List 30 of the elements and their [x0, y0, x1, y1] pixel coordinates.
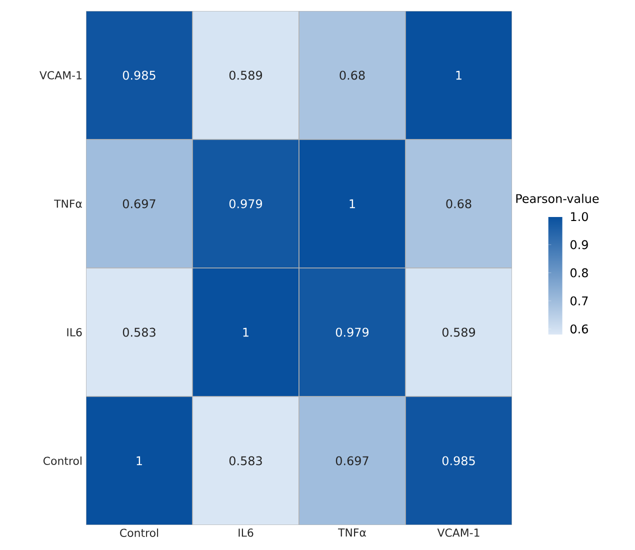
color-bar-label: 0.9	[570, 240, 588, 250]
data-label: 0.583	[229, 456, 262, 466]
data-label: 1	[350, 199, 355, 208]
data-label: 0.697	[122, 199, 156, 208]
x-tick-label: Control	[120, 528, 158, 537]
data-label: 0.68	[446, 199, 472, 208]
y-tick-label: TNFα	[54, 200, 82, 208]
data-label: 0.985	[122, 70, 156, 80]
data-label: 0.979	[336, 328, 369, 337]
y-tick-label: Control	[43, 456, 82, 465]
data-label: 1	[136, 456, 142, 466]
y-tick-label: VCAM-1	[40, 71, 82, 80]
data-label: 1	[456, 70, 462, 80]
data-label: 1	[243, 328, 248, 337]
data-label: 0.68	[340, 70, 365, 80]
data-label: 0.979	[229, 199, 262, 208]
color-bar-label: 0.8	[570, 268, 588, 278]
data-label: 0.583	[122, 328, 156, 337]
color-bar-label: 0.7	[570, 296, 588, 306]
data-label: 0.697	[336, 456, 368, 466]
y-tick-label: IL6	[67, 328, 82, 336]
x-tick-label: TNFα	[338, 528, 366, 537]
data-label: 0.985	[442, 456, 475, 466]
x-tick-label: IL6	[238, 528, 254, 537]
color-bar-title: Pearson-value	[516, 194, 599, 204]
color-bar-label: 1.0	[571, 212, 588, 222]
x-tick-label: VCAM-1	[437, 528, 480, 537]
color-bar-label: 0.6	[570, 324, 588, 334]
data-label: 0.589	[229, 70, 262, 80]
data-label: 0.589	[442, 328, 476, 337]
